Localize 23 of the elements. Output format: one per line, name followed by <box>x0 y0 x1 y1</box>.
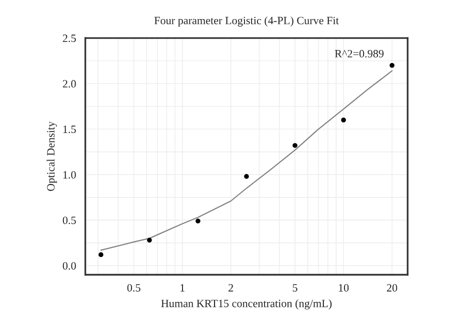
point <box>390 62 394 68</box>
y-tick-label: 2.0 <box>62 80 76 88</box>
y-axis-title: Optical Density <box>46 121 57 191</box>
point <box>341 118 346 122</box>
point <box>98 252 104 258</box>
y-tick-label: 0.0 <box>62 262 76 270</box>
x-tick-label: 2 <box>228 284 234 292</box>
x-axis-title: Human KRT15 concentration (ng/mL) <box>161 299 332 310</box>
point <box>147 238 152 243</box>
y-tick-label: 2.5 <box>62 34 76 42</box>
point <box>196 218 200 224</box>
x-tick-label: 10 <box>338 284 349 292</box>
x-tick-label: 0.5 <box>127 284 140 292</box>
x-tick-label: 1 <box>180 284 184 292</box>
annotation: R^2=0.989 <box>334 50 384 58</box>
chart-title: Four parameter Logistic (4-PL) Curve Fit <box>154 16 339 27</box>
y-tick-label: 1.0 <box>63 171 76 179</box>
y-tick-label: 0.5 <box>62 216 76 224</box>
y-tick-label: 1.5 <box>63 126 76 134</box>
point <box>292 143 298 148</box>
x-tick-label: 5 <box>292 284 298 292</box>
point <box>244 174 249 179</box>
x-tick-label: 20 <box>386 284 398 292</box>
